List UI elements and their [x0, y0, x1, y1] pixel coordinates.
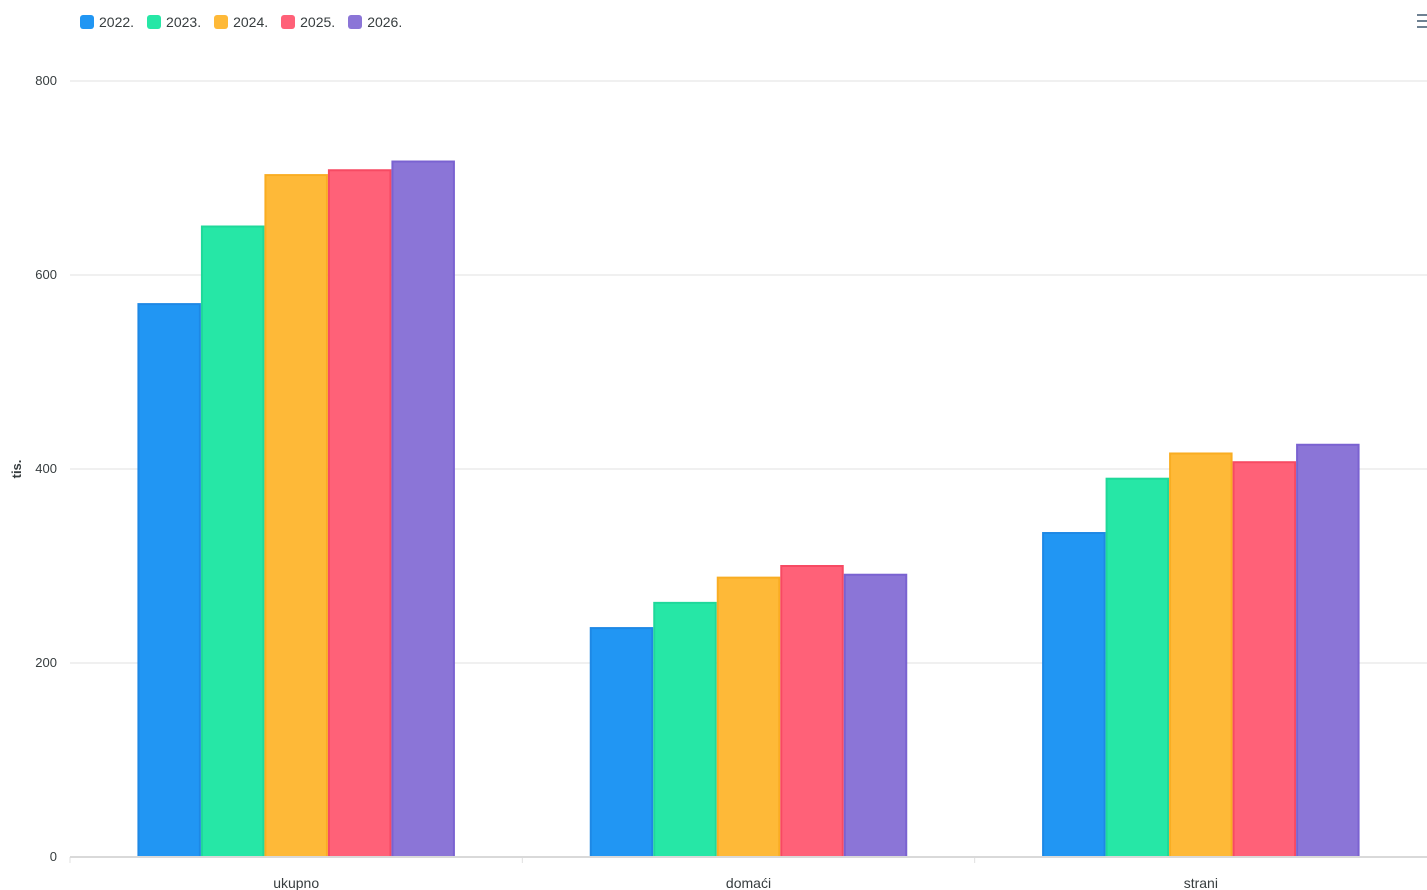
bar [1042, 532, 1106, 859]
bar [780, 565, 844, 858]
bar [653, 601, 717, 858]
bar [137, 303, 201, 859]
legend-item[interactable]: 2022. [80, 14, 134, 30]
legend-item[interactable]: 2023. [147, 14, 201, 30]
bar [1296, 443, 1360, 858]
bar [391, 160, 455, 858]
y-tick-label: 600 [35, 267, 57, 282]
x-tick-label: strani [1184, 875, 1218, 890]
legend-label: 2024. [233, 14, 269, 30]
legend-label: 2025. [300, 14, 336, 30]
legend-item[interactable]: 2026. [348, 14, 402, 30]
legend-swatch [80, 15, 94, 29]
bar [716, 576, 781, 858]
x-tick-label: ukupno [273, 875, 319, 890]
legend-swatch [147, 15, 162, 29]
y-tick-label: 800 [35, 73, 57, 88]
hamburger-menu-icon[interactable] [1417, 14, 1427, 30]
bar [200, 225, 265, 858]
legend: 2022. 2023. 2024. 2025. 2026. [80, 14, 415, 30]
legend-label: 2022. [99, 14, 135, 30]
legend-label: 2023. [166, 14, 202, 30]
bar [1169, 452, 1233, 858]
legend-swatch [214, 15, 229, 29]
legend-label: 2026. [367, 14, 403, 30]
bar [327, 169, 392, 859]
legend-swatch [281, 15, 296, 29]
legend-swatch [348, 15, 363, 29]
y-tick-label: 200 [35, 655, 57, 670]
legend-item[interactable]: 2025. [281, 14, 335, 30]
bar [843, 573, 908, 858]
bar [264, 174, 328, 858]
bar [1105, 477, 1170, 858]
bar [589, 627, 654, 859]
x-tick-label: domaći [726, 875, 771, 890]
y-tick-label: 0 [50, 849, 57, 864]
bar [1232, 461, 1297, 858]
y-tick-label: 400 [35, 461, 57, 476]
legend-item[interactable]: 2024. [214, 14, 268, 30]
y-axis-label: tis. [9, 460, 24, 479]
